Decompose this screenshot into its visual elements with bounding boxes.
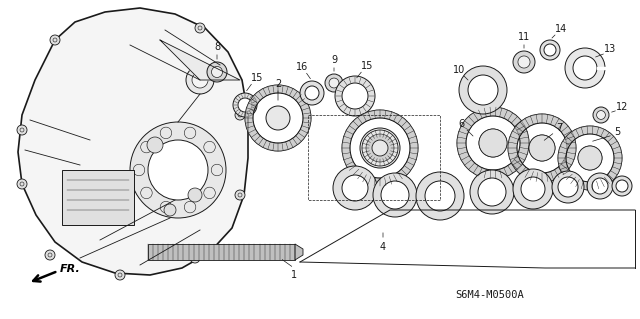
Circle shape (552, 171, 584, 203)
Circle shape (416, 172, 464, 220)
Circle shape (592, 178, 608, 194)
Circle shape (17, 125, 27, 135)
Text: 2: 2 (275, 79, 281, 89)
Circle shape (342, 83, 368, 109)
Circle shape (479, 129, 507, 157)
Text: 12: 12 (616, 102, 628, 112)
Circle shape (148, 140, 208, 200)
Circle shape (300, 81, 324, 105)
Circle shape (616, 180, 628, 192)
Circle shape (593, 107, 609, 123)
Circle shape (470, 170, 514, 214)
Circle shape (266, 106, 290, 130)
Text: 4: 4 (380, 242, 386, 252)
Text: 11: 11 (518, 32, 530, 42)
Circle shape (540, 40, 560, 60)
Polygon shape (160, 40, 240, 80)
Circle shape (529, 135, 555, 161)
Bar (148, 244, 295, 260)
Circle shape (529, 135, 555, 161)
Circle shape (335, 76, 375, 116)
Circle shape (565, 48, 605, 88)
Circle shape (513, 51, 535, 73)
Circle shape (192, 72, 208, 88)
Circle shape (459, 66, 507, 114)
Circle shape (207, 62, 227, 82)
Circle shape (366, 134, 394, 162)
Circle shape (233, 93, 257, 117)
Circle shape (373, 173, 417, 217)
Circle shape (17, 179, 27, 189)
Text: 1: 1 (291, 270, 297, 280)
Bar (62, 170, 134, 225)
Circle shape (596, 111, 605, 119)
Circle shape (468, 75, 498, 105)
Circle shape (188, 188, 202, 202)
Circle shape (513, 169, 553, 209)
Circle shape (425, 181, 455, 211)
Circle shape (342, 175, 368, 201)
Circle shape (130, 122, 226, 218)
Circle shape (381, 181, 409, 209)
Circle shape (147, 137, 163, 153)
Text: 14: 14 (555, 24, 567, 34)
Circle shape (211, 66, 223, 78)
Circle shape (360, 128, 400, 168)
Circle shape (45, 250, 55, 260)
Circle shape (164, 204, 176, 216)
Circle shape (587, 173, 613, 199)
Polygon shape (295, 244, 303, 260)
Circle shape (329, 78, 339, 88)
Text: 15: 15 (251, 73, 263, 83)
Circle shape (544, 44, 556, 56)
Circle shape (325, 74, 343, 92)
Text: 16: 16 (296, 62, 308, 72)
Text: 9: 9 (331, 55, 337, 65)
Circle shape (573, 56, 597, 80)
Circle shape (518, 56, 530, 68)
Circle shape (578, 146, 602, 170)
Circle shape (479, 129, 507, 157)
Text: 15: 15 (361, 61, 373, 71)
Circle shape (305, 86, 319, 100)
Circle shape (195, 23, 205, 33)
Circle shape (333, 166, 377, 210)
Circle shape (612, 176, 632, 196)
Circle shape (578, 146, 602, 170)
Text: 6: 6 (458, 119, 464, 129)
Circle shape (190, 253, 200, 263)
Circle shape (558, 177, 578, 197)
Text: FR.: FR. (60, 264, 81, 274)
Circle shape (478, 178, 506, 206)
Text: 8: 8 (214, 42, 220, 52)
Circle shape (521, 177, 545, 201)
Text: 13: 13 (604, 44, 616, 54)
Circle shape (235, 110, 245, 120)
Circle shape (186, 66, 214, 94)
Circle shape (115, 270, 125, 280)
Text: 5: 5 (614, 127, 620, 137)
Circle shape (372, 140, 388, 156)
Circle shape (238, 98, 252, 112)
Text: 7: 7 (556, 123, 562, 133)
Circle shape (50, 35, 60, 45)
Polygon shape (18, 8, 248, 275)
Text: 10: 10 (453, 65, 465, 75)
Text: S6M4-M0500A: S6M4-M0500A (456, 290, 524, 300)
Circle shape (235, 190, 245, 200)
